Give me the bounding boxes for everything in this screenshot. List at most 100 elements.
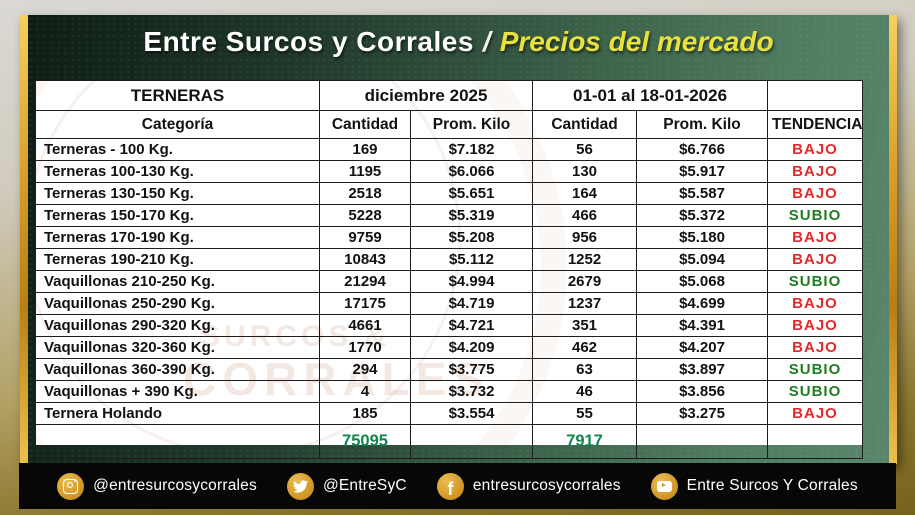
cell-promkilo-dic: $7.182 bbox=[409, 138, 534, 161]
gold-stripe-left bbox=[20, 15, 28, 464]
cell-promkilo-ene: $5.917 bbox=[636, 160, 769, 183]
group-header-period-january: 01-01 al 18-01-2026 bbox=[532, 80, 769, 111]
cell-tendencia: BAJO bbox=[767, 248, 864, 271]
cell-cantidad-ene: 130 bbox=[532, 160, 638, 183]
table-row: Vaquillonas + 390 Kg. 4 $3.732 46 $3.856 SUBI… bbox=[35, 380, 864, 403]
cell-categoria: Vaquillonas 320-360 Kg. bbox=[35, 336, 320, 359]
cell-cantidad-ene: 1252 bbox=[532, 248, 638, 271]
cell-categoria: Terneras 150-170 Kg. bbox=[35, 204, 320, 227]
social-item[interactable]: Entre Surcos Y Corrales bbox=[650, 472, 858, 500]
cell-promkilo-ene: $5.180 bbox=[636, 226, 769, 249]
total-cantidad-dic: 75095 bbox=[319, 424, 411, 459]
cell-cantidad-ene: 56 bbox=[532, 138, 638, 161]
cell-promkilo-ene: $5.068 bbox=[636, 270, 769, 293]
cell-cantidad-dic: 2518 bbox=[319, 182, 411, 205]
cell-cantidad-ene: 466 bbox=[532, 204, 638, 227]
cell-categoria: Ternera Holando bbox=[35, 402, 320, 425]
cell-cantidad-dic: 1195 bbox=[319, 160, 411, 183]
cell-tendencia: BAJO bbox=[767, 160, 864, 183]
cell-cantidad-dic: 169 bbox=[319, 138, 411, 161]
column-header-cantidad-dic: Cantidad bbox=[319, 110, 411, 139]
cell-tendencia: SUBIO bbox=[767, 270, 864, 293]
table-row: Vaquillonas 210-250 Kg. 21294 $4.994 2679 $5… bbox=[35, 270, 864, 293]
table-row: Terneras 130-150 Kg. 2518 $5.651 164 $5.587 B… bbox=[35, 182, 864, 205]
cell-promkilo-dic: $4.719 bbox=[409, 292, 534, 315]
group-header-empty bbox=[767, 80, 864, 111]
cell-promkilo-ene: $4.207 bbox=[636, 336, 769, 359]
table-body: Terneras - 100 Kg. 169 $7.182 56 $6.766 BAJO T… bbox=[35, 138, 864, 459]
page-subtitle: Precios del mercado bbox=[499, 26, 774, 57]
cell-promkilo-ene: $3.275 bbox=[636, 402, 769, 425]
social-item[interactable]: @entresurcosycorrales bbox=[57, 472, 257, 500]
social-label: entresurcosycorrales bbox=[472, 477, 621, 494]
table-row: Terneras 100-130 Kg. 1195 $6.066 130 $5.917 B… bbox=[35, 160, 864, 183]
cell-cantidad-ene: 462 bbox=[532, 336, 638, 359]
column-header-cantidad-ene: Cantidad bbox=[532, 110, 638, 139]
cell-cantidad-dic: 9759 bbox=[319, 226, 411, 249]
cell-tendencia: BAJO bbox=[767, 314, 864, 337]
cell-tendencia: SUBIO bbox=[767, 358, 864, 381]
totals-empty bbox=[767, 424, 864, 459]
brand-title: Entre Surcos y Corrales bbox=[143, 26, 474, 57]
cell-cantidad-ene: 2679 bbox=[532, 270, 638, 293]
social-item[interactable]: f entresurcosycorrales bbox=[436, 472, 621, 500]
cell-cantidad-dic: 21294 bbox=[319, 270, 411, 293]
cell-categoria: Vaquillonas + 390 Kg. bbox=[35, 380, 320, 403]
totals-empty bbox=[35, 424, 320, 459]
cell-cantidad-ene: 351 bbox=[532, 314, 638, 337]
total-cantidad-ene: 7917 bbox=[532, 424, 638, 459]
group-header-category: TERNERAS bbox=[35, 80, 320, 111]
cell-promkilo-dic: $4.209 bbox=[409, 336, 534, 359]
cell-cantidad-dic: 185 bbox=[319, 402, 411, 425]
cell-tendencia: BAJO bbox=[767, 226, 864, 249]
cell-categoria: Terneras 100-130 Kg. bbox=[35, 160, 320, 183]
cell-cantidad-ene: 956 bbox=[532, 226, 638, 249]
table-row: Ternera Holando 185 $3.554 55 $3.275 BAJO bbox=[35, 402, 864, 425]
cell-cantidad-dic: 1770 bbox=[319, 336, 411, 359]
cell-tendencia: SUBIO bbox=[767, 380, 864, 403]
totals-empty bbox=[409, 424, 534, 459]
cell-promkilo-ene: $5.372 bbox=[636, 204, 769, 227]
group-header-period-december: diciembre 2025 bbox=[318, 80, 534, 111]
cell-promkilo-ene: $4.699 bbox=[636, 292, 769, 315]
cell-promkilo-ene: $3.897 bbox=[636, 358, 769, 381]
column-header-promkilo-dic: Prom. Kilo bbox=[409, 110, 534, 139]
social-item[interactable]: @EntreSyC bbox=[286, 472, 407, 500]
cell-cantidad-dic: 10843 bbox=[319, 248, 411, 271]
youtube-icon bbox=[650, 472, 678, 500]
cell-promkilo-dic: $5.319 bbox=[409, 204, 534, 227]
cell-cantidad-dic: 4661 bbox=[319, 314, 411, 337]
title-separator: / bbox=[482, 26, 491, 57]
cell-categoria: Terneras 190-210 Kg. bbox=[35, 248, 320, 271]
cell-tendencia: BAJO bbox=[767, 292, 864, 315]
cell-categoria: Vaquillonas 250-290 Kg. bbox=[35, 292, 320, 315]
cell-promkilo-dic: $3.775 bbox=[409, 358, 534, 381]
facebook-icon: f bbox=[436, 472, 464, 500]
cell-tendencia: BAJO bbox=[767, 402, 864, 425]
cell-promkilo-dic: $4.994 bbox=[409, 270, 534, 293]
column-header-row: Categoría Cantidad Prom. Kilo Cantidad P… bbox=[35, 110, 864, 139]
table-row: Vaquillonas 250-290 Kg. 17175 $4.719 1237 $4… bbox=[35, 292, 864, 315]
cell-cantidad-dic: 5228 bbox=[319, 204, 411, 227]
cell-categoria: Terneras 170-190 Kg. bbox=[35, 226, 320, 249]
cell-categoria: Vaquillonas 290-320 Kg. bbox=[35, 314, 320, 337]
social-footer: @entresurcosycorrales @EntreSyC f entresurc… bbox=[19, 463, 896, 509]
cell-cantidad-ene: 55 bbox=[532, 402, 638, 425]
cell-tendencia: BAJO bbox=[767, 138, 864, 161]
instagram-icon bbox=[57, 472, 85, 500]
column-header-promkilo-ene: Prom. Kilo bbox=[636, 110, 769, 139]
price-table: TERNERAS diciembre 2025 01-01 al 18-01-2… bbox=[35, 80, 864, 459]
cell-tendencia: SUBIO bbox=[767, 204, 864, 227]
cell-promkilo-dic: $6.066 bbox=[409, 160, 534, 183]
social-label: @entresurcosycorrales bbox=[93, 477, 257, 494]
cell-promkilo-ene: $4.391 bbox=[636, 314, 769, 337]
table-row: Vaquillonas 320-360 Kg. 1770 $4.209 462 $4.2… bbox=[35, 336, 864, 359]
cell-tendencia: BAJO bbox=[767, 336, 864, 359]
cell-promkilo-dic: $4.721 bbox=[409, 314, 534, 337]
cell-cantidad-dic: 4 bbox=[319, 380, 411, 403]
group-header-row: TERNERAS diciembre 2025 01-01 al 18-01-2… bbox=[35, 80, 864, 111]
totals-empty bbox=[636, 424, 769, 459]
cell-promkilo-dic: $5.208 bbox=[409, 226, 534, 249]
cell-promkilo-dic: $3.554 bbox=[409, 402, 534, 425]
